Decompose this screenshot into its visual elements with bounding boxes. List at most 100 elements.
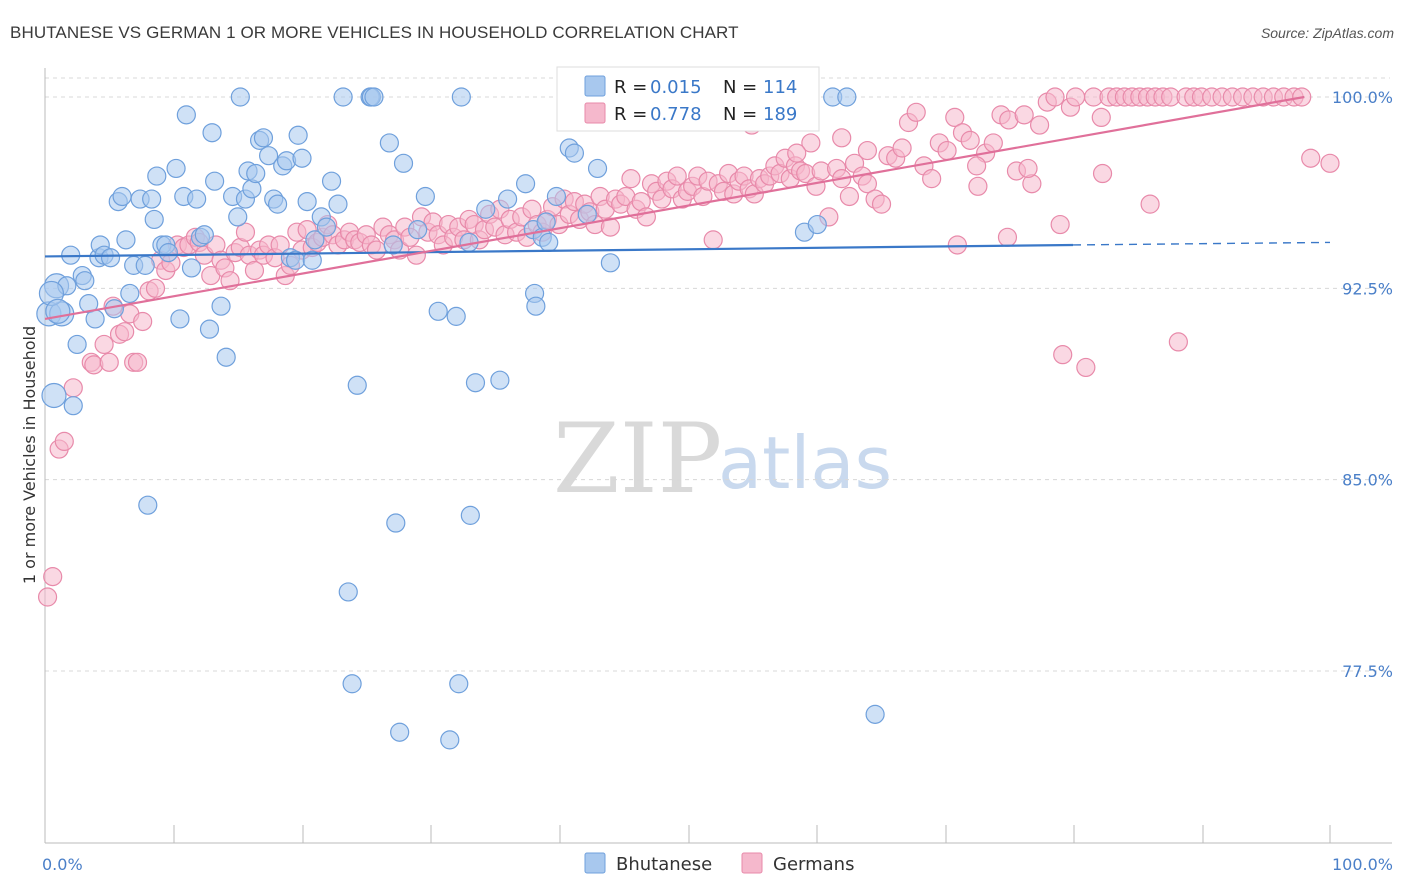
germans-point-34 — [235, 222, 256, 242]
bhutanese-point-11 — [85, 309, 105, 329]
bhutanese-point-18 — [112, 186, 132, 207]
bhutanese-point-101 — [546, 186, 567, 207]
bhutanese-point-64 — [305, 230, 325, 250]
bhutanese-point-55 — [267, 194, 288, 214]
y-tick-label-0: 77.5% — [1342, 662, 1393, 681]
germans-point-182 — [1091, 107, 1111, 128]
germans-point-217 — [832, 128, 852, 148]
bhutanese-point-93 — [498, 189, 518, 209]
germans-point-165 — [960, 130, 980, 150]
bhutanese-point-36 — [187, 189, 207, 209]
bhutanese-point-66 — [316, 217, 337, 237]
germans-point-36 — [244, 260, 265, 281]
germans-point-59 — [366, 240, 387, 260]
bhutanese-point-79 — [390, 722, 410, 742]
y-tick-labels: 77.5% 85.0% 92.5% 100.0% — [1332, 88, 1393, 681]
bhutanese-point-39 — [199, 319, 220, 339]
bhutanese-point-20 — [120, 283, 140, 304]
bhutanese-point-104 — [577, 204, 597, 224]
legend-n-label-2: N = — [723, 104, 757, 125]
legend-r-value-1: 0.015 — [650, 77, 702, 98]
watermark: ZIP atlas — [553, 403, 892, 515]
germans-point-168 — [983, 133, 1003, 153]
bottom-legend-label-germans: Germans — [773, 854, 854, 875]
germans-point-180 — [1076, 357, 1096, 378]
germans-point-142 — [801, 133, 821, 153]
germans-point-210 — [1092, 163, 1113, 184]
trend-lines — [44, 95, 1331, 321]
germans-point-116 — [667, 166, 687, 186]
bhutanese-point-9 — [75, 271, 95, 291]
legend-n-value-1: 114 — [763, 77, 797, 98]
bhutanese-point-32 — [170, 309, 190, 329]
germans-point-192 — [1168, 332, 1188, 352]
germans-point-177 — [1053, 345, 1073, 365]
bhutanese-point-52 — [253, 128, 274, 148]
bottom-legend-swatch-bhutanese — [584, 852, 606, 874]
bhutanese-point-71 — [342, 674, 362, 694]
bhutanese-point-30 — [158, 243, 178, 263]
bhutanese-point-24 — [138, 495, 158, 515]
series-germans-points — [37, 87, 1340, 607]
bhutanese-point-7 — [67, 334, 87, 355]
germans-point-208 — [947, 235, 967, 255]
germans-point-107 — [621, 169, 641, 189]
germans-point-0 — [37, 587, 58, 607]
bhutanese-point-85 — [446, 306, 466, 326]
germans-point-212 — [1018, 158, 1038, 179]
germans-point-17 — [145, 278, 166, 298]
germans-point-7 — [94, 334, 114, 355]
bhutanese-point-67 — [321, 171, 342, 191]
legend-n-value-2: 189 — [763, 104, 797, 125]
germans-point-110 — [636, 207, 656, 227]
bhutanese-point-45 — [228, 207, 248, 227]
watermark-atlas: atlas — [718, 421, 892, 505]
bhutanese-point-34 — [176, 105, 196, 125]
germans-point-4 — [63, 378, 83, 398]
bhutanese-point-105 — [587, 158, 608, 179]
legend-r-label-2: R = — [614, 104, 647, 125]
bhutanese-point-108 — [807, 214, 827, 235]
germans-point-148 — [839, 186, 860, 207]
germans-point-211 — [1140, 194, 1160, 214]
bhutanese-point-77 — [383, 235, 403, 255]
germans-point-206 — [1320, 153, 1340, 173]
bhutanese-point-60 — [288, 125, 308, 145]
watermark-zip: ZIP — [553, 403, 722, 515]
bhutanese-point-63 — [302, 250, 322, 270]
bottom-legend-label-bhutanese: Bhutanese — [616, 854, 712, 875]
germans-point-153 — [871, 194, 892, 214]
bhutanese-point-38 — [194, 225, 214, 245]
y-tick-label-3: 100.0% — [1332, 88, 1393, 107]
y-tick-label-2: 92.5% — [1342, 279, 1393, 298]
legend-swatch-germans — [584, 102, 606, 124]
bhutanese-point-106 — [600, 253, 621, 273]
bhutanese-point-23 — [135, 255, 155, 275]
germans-point-123 — [703, 230, 723, 250]
bhutanese-point-90 — [465, 373, 486, 393]
germans-point-213 — [1050, 214, 1070, 235]
bhutanese-point-75 — [364, 87, 384, 107]
germans-point-160 — [922, 169, 942, 189]
germans-point-166 — [968, 176, 988, 196]
bottom-legend-swatch-germans — [741, 852, 763, 874]
germans-point-156 — [892, 138, 912, 158]
bhutanese-point-76 — [379, 133, 399, 153]
bhutanese-point-6 — [63, 396, 83, 416]
bhutanese-point-91 — [476, 199, 496, 219]
bhutanese-point-19 — [116, 230, 136, 250]
bhutanese-point-69 — [333, 87, 353, 107]
x-tick-label-0: 0.0% — [42, 855, 83, 874]
bhutanese-point-70 — [338, 582, 358, 602]
germans-point-218 — [967, 156, 987, 176]
correlation-legend: R = 0.015 N = 114 R = 0.778 N = 189 — [556, 66, 820, 132]
bhutanese-point-92 — [490, 370, 510, 390]
legend-r-label-1: R = — [614, 77, 647, 98]
bhutanese-point-100 — [539, 232, 559, 253]
y-tick-label-1: 85.0% — [1342, 471, 1393, 490]
bhutanese-point-72 — [347, 375, 367, 395]
germans-point-8 — [99, 352, 119, 372]
bhutanese-point-1 — [41, 382, 67, 409]
bhutanese-point-15 — [100, 248, 121, 268]
